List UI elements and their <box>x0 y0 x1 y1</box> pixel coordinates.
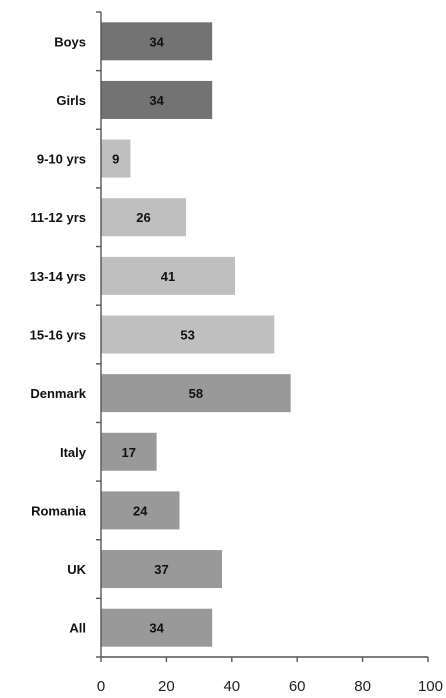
x-tick-label: 60 <box>289 678 306 695</box>
category-label: 11-12 yrs <box>30 210 86 225</box>
category-label: Romania <box>31 503 87 518</box>
category-label: Girls <box>56 93 86 108</box>
data-label: 17 <box>122 445 136 460</box>
data-label: 53 <box>180 328 194 343</box>
category-label: Boys <box>54 34 86 49</box>
bar-all <box>101 608 213 647</box>
category-label: 13-14 yrs <box>30 269 86 284</box>
x-tick-label: 80 <box>354 678 371 695</box>
bar-boys <box>101 22 213 61</box>
data-label: 58 <box>189 386 203 401</box>
data-label: 41 <box>161 269 175 284</box>
data-label: 26 <box>136 210 150 225</box>
category-label: 15-16 yrs <box>30 328 86 343</box>
data-label: 34 <box>149 621 164 636</box>
labels-layer: 34 Boys 34 Girls 9 9-10 yrs 26 11-12 yrs 41 13-14… <box>30 11 443 695</box>
bar-15-16-yrs <box>101 315 275 354</box>
x-tick-label: 40 <box>223 678 240 695</box>
data-label: 37 <box>154 562 168 577</box>
bar-romania <box>101 491 180 530</box>
bar-9-10-yrs <box>101 139 131 178</box>
category-label: UK <box>67 562 86 577</box>
bar-11-12-yrs <box>101 198 187 237</box>
x-tick-label: 100 <box>418 678 443 695</box>
bar-uk <box>101 550 222 589</box>
category-label: Italy <box>60 445 87 460</box>
bar-girls <box>101 80 213 119</box>
x-tick-label: 20 <box>158 678 175 695</box>
data-label: 34 <box>149 93 164 108</box>
bar-13-14-yrs <box>101 256 236 295</box>
data-label: 34 <box>149 34 164 49</box>
bars-layer <box>101 22 291 647</box>
category-label: 9-10 yrs <box>37 152 86 167</box>
x-tick-label: 0 <box>97 678 105 695</box>
bar-italy <box>101 432 157 471</box>
axes <box>100 12 428 658</box>
category-label: Denmark <box>30 386 86 401</box>
category-label: All <box>69 621 86 636</box>
bar-denmark <box>101 374 291 413</box>
data-label: 24 <box>133 503 148 518</box>
data-label: 9 <box>112 152 119 167</box>
